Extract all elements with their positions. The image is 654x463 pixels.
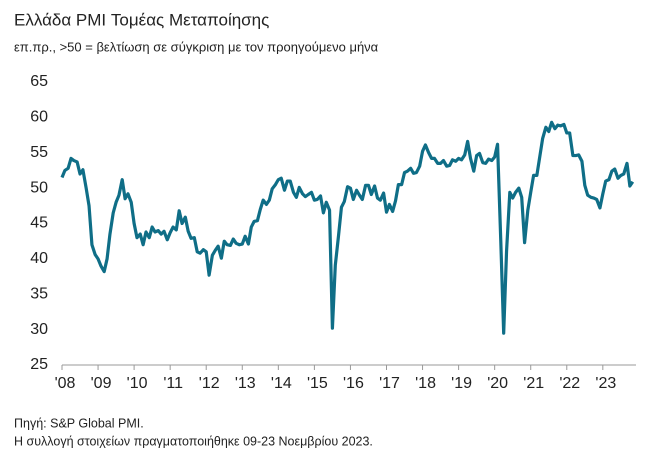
x-tick-label: '08 xyxy=(55,375,76,392)
x-tick-label: '23 xyxy=(595,375,616,392)
y-tick-label: 30 xyxy=(30,321,48,338)
chart-subtitle: επ.πρ., >50 = βελτίωση σε σύγκριση με το… xyxy=(14,39,379,54)
x-tick-label: '21 xyxy=(523,375,544,392)
collection-note: Η συλλογή στοιχείων πραγματοποιήθηκε 09-… xyxy=(14,434,373,448)
x-tick-label: '20 xyxy=(487,375,508,392)
x-tick-label: '17 xyxy=(379,375,400,392)
pmi-line xyxy=(60,120,635,335)
x-tick-label: '18 xyxy=(415,375,436,392)
chart-title: Ελλάδα PMI Τομέας Μεταποίησης xyxy=(14,10,269,29)
x-tick-label: '22 xyxy=(559,375,580,392)
y-tick-label: 50 xyxy=(30,179,48,196)
y-tick-label: 45 xyxy=(30,215,48,232)
x-tick-label: '10 xyxy=(127,375,148,392)
x-tick-label: '14 xyxy=(271,375,292,392)
y-tick-label: 35 xyxy=(30,285,48,302)
x-tick-label: '13 xyxy=(235,375,256,392)
source-note: Πηγή: S&P Global PMI. xyxy=(14,416,144,430)
x-tick-label: '09 xyxy=(91,375,112,392)
x-tick-label: '19 xyxy=(451,375,472,392)
y-tick-label: 65 xyxy=(30,73,48,90)
x-tick-label: '12 xyxy=(199,375,220,392)
y-tick-label: 60 xyxy=(30,109,48,126)
y-tick-label: 25 xyxy=(30,356,48,373)
y-tick-label: 55 xyxy=(30,144,48,161)
x-tick-label: '11 xyxy=(163,375,183,392)
x-tick-label: '16 xyxy=(343,375,364,392)
x-tick-label: '15 xyxy=(307,375,328,392)
y-tick-label: 40 xyxy=(30,250,48,267)
